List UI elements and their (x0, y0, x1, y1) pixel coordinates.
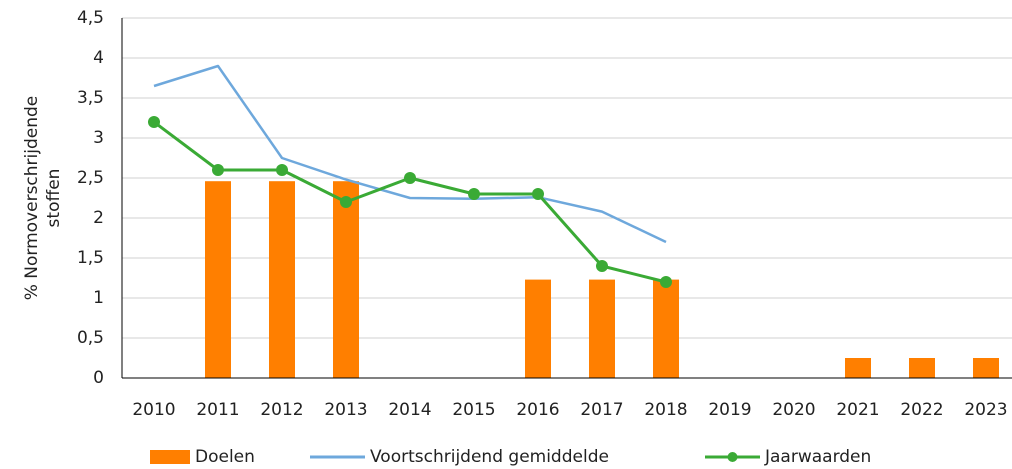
point (340, 196, 352, 208)
x-tick-label: 2023 (964, 400, 1007, 420)
x-tick-label: 2019 (708, 400, 751, 420)
bar (269, 181, 295, 378)
y-tick-label: 0 (93, 368, 104, 388)
legend-swatch (150, 450, 190, 464)
y-tick-label: 4,5 (77, 8, 104, 28)
x-tick-label: 2016 (516, 400, 559, 420)
y-tick-label: 0,5 (77, 328, 104, 348)
legend-label: Voortschrijdend gemiddelde (370, 447, 609, 467)
y-tick-label: 2 (93, 208, 104, 228)
y-axis-title-line: % Normoverschrijdende (22, 96, 42, 301)
x-tick-label: 2011 (196, 400, 239, 420)
point (660, 276, 672, 288)
point (148, 116, 160, 128)
bar (525, 279, 551, 378)
bar (589, 279, 615, 378)
point (532, 188, 544, 200)
x-tick-label: 2013 (324, 400, 367, 420)
y-tick-label: 3 (93, 128, 104, 148)
x-tick-label: 2014 (388, 400, 431, 420)
bar (845, 358, 871, 378)
point (276, 164, 288, 176)
x-tick-label: 2015 (452, 400, 495, 420)
y-axis-title: % Normoverschrijdende stoffen (22, 96, 64, 301)
legend-label: Jaarwaarden (764, 447, 871, 467)
point (468, 188, 480, 200)
y-tick-label: 1,5 (77, 248, 104, 268)
y-tick-label: 4 (93, 48, 104, 68)
bar (653, 279, 679, 378)
bar (973, 358, 999, 378)
y-tick-label: 2,5 (77, 168, 104, 188)
point (212, 164, 224, 176)
y-axis-title-line: stoffen (44, 169, 64, 228)
x-tick-label: 2020 (772, 400, 815, 420)
x-tick-label: 2012 (260, 400, 303, 420)
y-tick-label: 3,5 (77, 88, 104, 108)
x-tick-label: 2017 (580, 400, 623, 420)
x-tick-label: 2010 (132, 400, 175, 420)
legend-label: Doelen (195, 447, 255, 467)
bar (333, 181, 359, 378)
y-tick-label: 1 (93, 288, 104, 308)
x-tick-label: 2022 (900, 400, 943, 420)
point (404, 172, 416, 184)
point (596, 260, 608, 272)
bar (205, 181, 231, 378)
legend-marker (727, 452, 738, 462)
x-tick-label: 2021 (836, 400, 879, 420)
bar (909, 358, 935, 378)
x-tick-label: 2018 (644, 400, 687, 420)
line (153, 64, 667, 244)
